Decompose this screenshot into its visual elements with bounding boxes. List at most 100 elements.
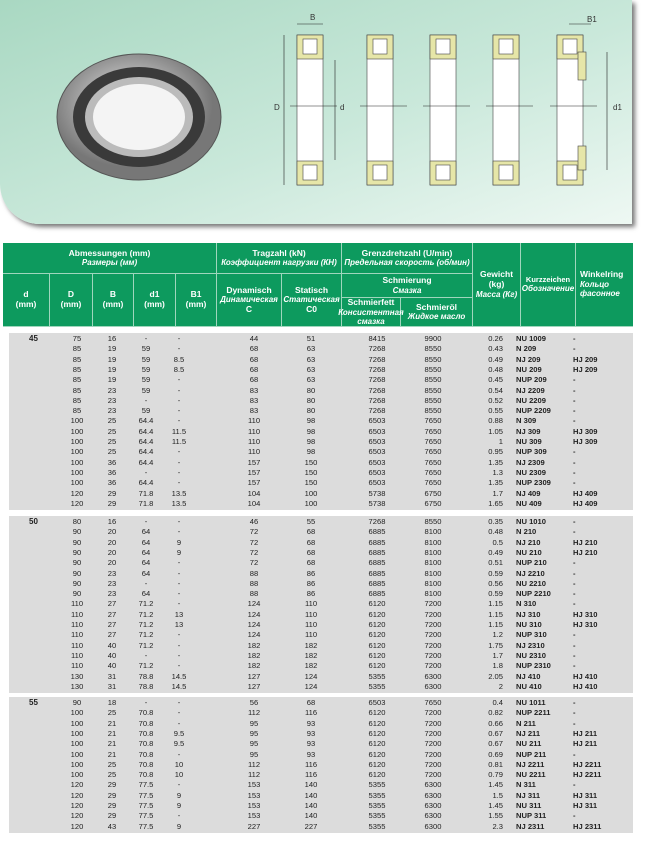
cell-d1: 77.5	[138, 801, 154, 810]
cell-d1: 70.8	[138, 759, 154, 769]
cell-grease-speed: 6503	[368, 478, 386, 488]
cell-angle-ring: HJ 309	[573, 426, 598, 436]
cell-dynamic-load: 72	[249, 537, 259, 547]
cell-B: 23	[107, 578, 117, 588]
header-dimensions: Abmessungen (mm) Размеры (мм)	[3, 243, 217, 274]
cell-B: 25	[107, 416, 117, 426]
cell-oil-speed: 6300	[424, 671, 442, 681]
cell-d1: -	[144, 517, 148, 526]
cell-weight: 0.59	[488, 568, 503, 578]
cell-angle-ring: HJ 2211	[573, 759, 602, 769]
table-row: 100 21 70.8 9.5 95 93 6120 7200 0.67 NJ 211 HJ 211	[9, 729, 633, 739]
cell-designation: NUP 210	[516, 558, 547, 568]
cell-D: 100	[70, 749, 84, 759]
cell-weight: 0.43	[488, 344, 503, 354]
cell-B: 19	[107, 354, 117, 364]
table-row: 130 31 78.8 14.5 127 124 5355 6300 2.05 NJ 410 HJ …	[9, 672, 633, 682]
cell-B: 21	[107, 728, 117, 738]
cell-designation: NJ 2210	[516, 568, 545, 578]
cell-oil-speed: 7650	[424, 457, 442, 467]
header-text: Statisch	[294, 284, 329, 295]
cell-B: 29	[107, 811, 117, 821]
dimension-label-d1: d1	[613, 103, 622, 112]
cell-B: 23	[107, 395, 117, 405]
cell-angle-ring: -	[573, 447, 576, 457]
cell-d1: 64	[141, 527, 151, 537]
cell-B: 27	[107, 630, 117, 640]
header-d1: d1 (mm)	[134, 274, 176, 327]
cell-weight: 0.69	[488, 749, 503, 759]
table-row: 120 29 77.5 - 153 140 5355 6300 1.45 N 311 -	[9, 780, 633, 790]
cell-D: 100	[70, 739, 84, 749]
cell-B1: -	[177, 650, 181, 660]
cell-static-load: 98	[306, 447, 316, 457]
cell-designation: NU 2210	[516, 578, 546, 588]
cell-weight: 1.05	[488, 426, 503, 436]
cell-designation: N 211	[516, 718, 536, 728]
cell-B: 20	[107, 537, 117, 547]
cell-angle-ring: -	[573, 334, 576, 343]
cell-d1: 64.4	[138, 437, 154, 446]
cell-oil-speed: 7200	[424, 749, 442, 759]
cell-B1: 13.5	[171, 488, 187, 498]
cell-designation: NU 2211	[516, 770, 546, 780]
cell-oil-speed: 8550	[424, 395, 442, 405]
cell-weight: 1.7	[492, 488, 503, 498]
cell-angle-ring: -	[573, 375, 576, 385]
cell-designation: NUP 211	[516, 749, 547, 759]
cell-D: 120	[70, 488, 84, 498]
cell-angle-ring: -	[573, 718, 576, 728]
header-text-ru: Размеры (мм)	[81, 258, 138, 268]
cell-D: 120	[70, 801, 84, 810]
cell-grease-speed: 8415	[368, 334, 386, 343]
cell-designation: NU 1011	[516, 698, 546, 707]
cell-static-load: 110	[304, 620, 318, 629]
header-unit: (mm)	[15, 299, 37, 309]
cell-weight: 0.48	[488, 527, 503, 537]
cell-B1: -	[177, 698, 181, 707]
cell-d1: 70.8	[138, 728, 154, 738]
roller	[562, 38, 578, 55]
cell-grease-speed: 6120	[368, 728, 386, 738]
cell-B1: -	[177, 406, 181, 416]
cell-static-load: 86	[306, 578, 316, 588]
cell-oil-speed: 7200	[424, 630, 442, 640]
cell-designation: NJ 210	[516, 537, 541, 547]
cell-oil-speed: 7200	[424, 718, 442, 728]
header-text: B	[109, 289, 117, 300]
cell-static-load: 116	[304, 759, 318, 769]
cell-B1: 14.5	[171, 681, 187, 691]
cell-designation: NJ 2309	[516, 457, 545, 467]
cell-grease-speed: 6885	[368, 568, 386, 578]
cell-dynamic-load: 95	[249, 718, 259, 728]
header-unit: (mm)	[102, 299, 124, 309]
cell-grease-speed: 6120	[368, 630, 386, 640]
cell-D: 100	[70, 718, 84, 728]
cell-D: 120	[70, 811, 84, 821]
table-row: 100 25 64.4 11.5 110 98 6503 7650 1 NU 309 HJ 309	[9, 437, 633, 447]
cell-weight: 0.49	[488, 354, 503, 364]
cell-angle-ring: -	[573, 457, 576, 467]
cell-B: 29	[107, 790, 117, 800]
cell-grease-speed: 6885	[368, 547, 386, 557]
cell-grease-speed: 7268	[368, 375, 386, 385]
header-text-ru: Предельная скорость (об/мин)	[344, 258, 470, 268]
cell-angle-ring: -	[573, 517, 576, 526]
header-unit: (mm)	[60, 299, 82, 309]
roller	[302, 38, 318, 55]
cell-dynamic-load: 110	[247, 416, 261, 426]
cell-grease-speed: 7268	[368, 385, 386, 395]
roller	[372, 38, 388, 55]
cell-B1: -	[177, 708, 181, 718]
cell-oil-speed: 8550	[424, 375, 442, 385]
cell-weight: 1.35	[488, 478, 503, 488]
cell-D: 110	[70, 661, 84, 671]
cell-B: 20	[107, 527, 117, 537]
cell-angle-ring: HJ 2211	[573, 770, 602, 780]
cell-grease-speed: 6120	[368, 620, 386, 629]
cell-weight: 0.5	[492, 537, 503, 547]
cell-angle-ring: -	[573, 589, 576, 599]
table-row: 85 19 59 8.5 68 63 7268 8550 0.48 NU 209 HJ 209	[9, 365, 633, 375]
table-row: 100 25 64.4 - 110 98 6503 7650 0.95 NUP 309 -	[9, 447, 633, 457]
cell-angle-ring: -	[573, 698, 576, 707]
